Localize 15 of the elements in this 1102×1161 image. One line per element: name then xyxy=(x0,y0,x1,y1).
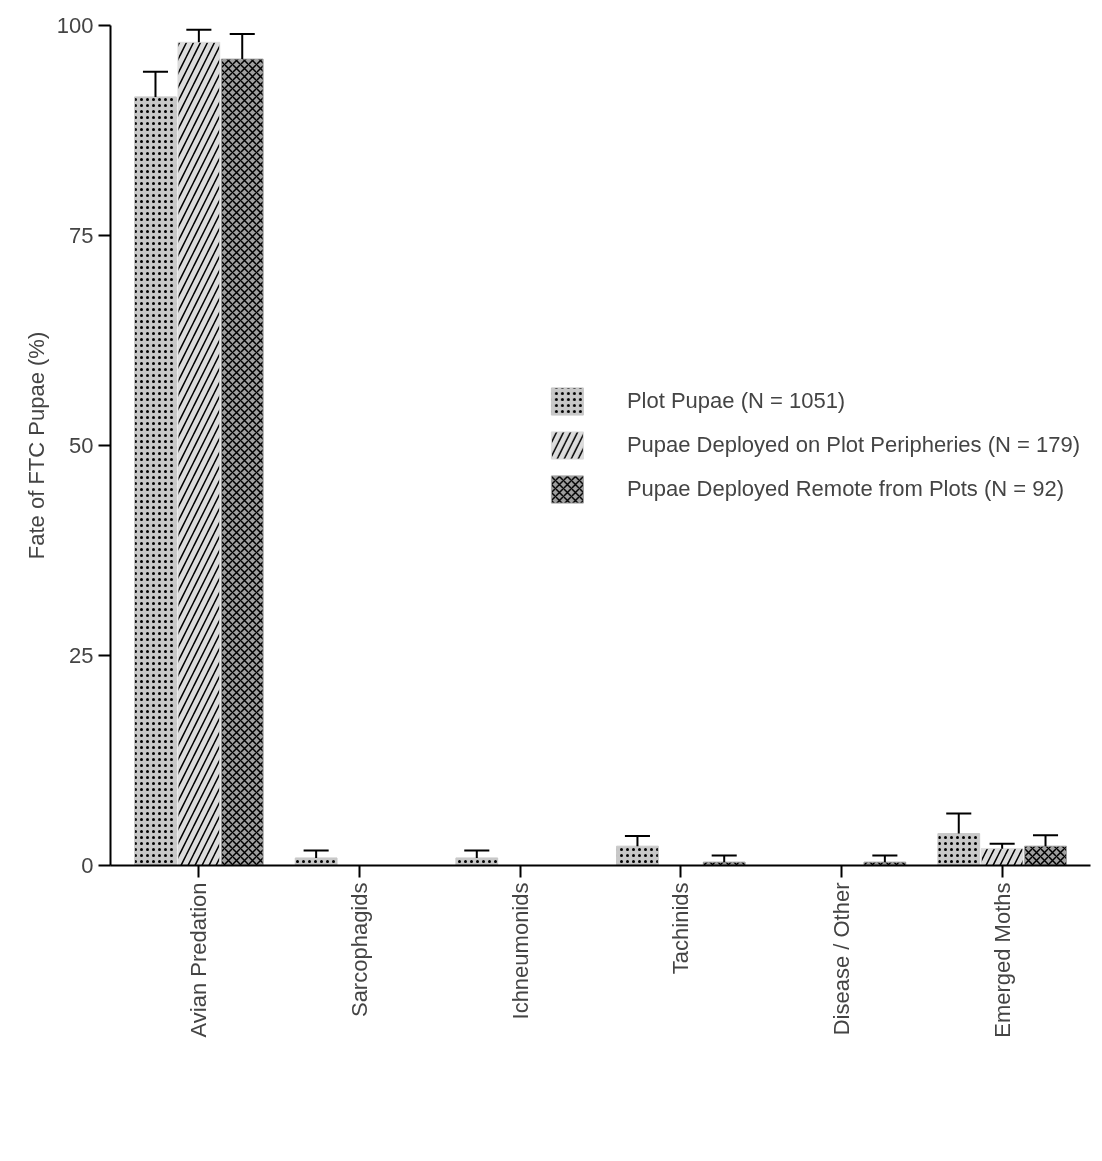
y-tick-label: 50 xyxy=(69,433,94,458)
x-tick-label: Tachinids xyxy=(668,882,694,975)
x-tick-label: Ichneumonids xyxy=(507,882,533,1020)
y-tick-label: 25 xyxy=(69,643,94,668)
y-tick-label: 75 xyxy=(69,223,94,248)
x-tick-label: Emerged Moths xyxy=(989,882,1015,1038)
x-tick-label: Avian Predation xyxy=(186,882,212,1038)
y-tick-label: 100 xyxy=(56,13,94,38)
y-axis-title: Fate of FTC Pupae (%) xyxy=(23,331,49,560)
legend-label: Plot Pupae (N = 1051) xyxy=(626,388,846,414)
legend-label: Pupae Deployed Remote from Plots (N = 92) xyxy=(626,476,1065,502)
x-tick-label: Sarcophagids xyxy=(347,882,373,1018)
y-tick-label: 0 xyxy=(81,853,94,878)
x-tick-label: Disease / Other xyxy=(828,882,854,1036)
legend-label: Pupae Deployed on Plot Peripheries (N = 179) xyxy=(626,432,1080,458)
